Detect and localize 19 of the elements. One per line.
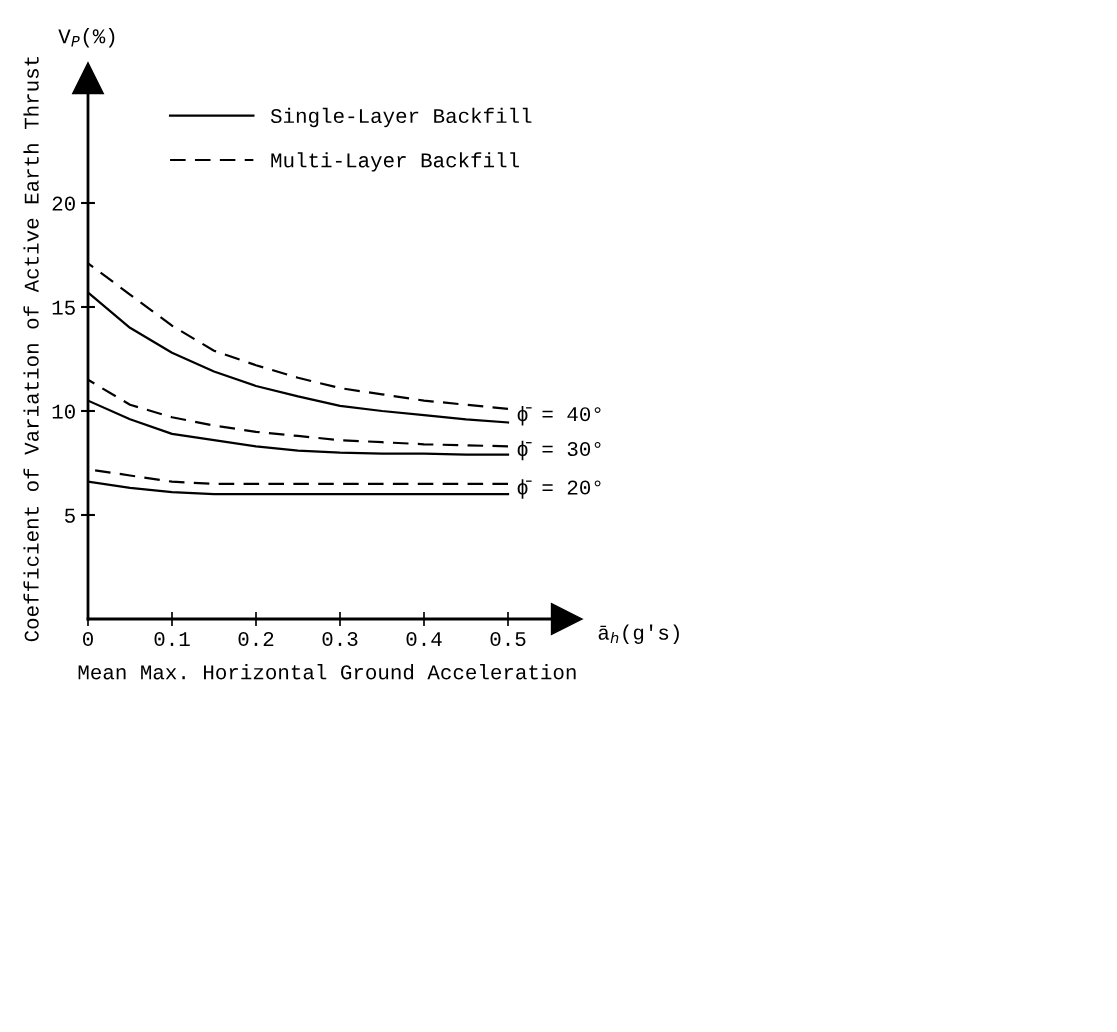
x-tick-label: 0 <box>83 631 93 647</box>
x-tick-label: 0.5 <box>490 631 526 647</box>
x-tick-label: 0.4 <box>406 631 442 647</box>
legend-label: Single-Layer Backfill <box>270 107 532 128</box>
annotation: ϕ̄ = 40° <box>517 405 601 426</box>
y-axis-title: Coefficient of Variation of Active Earth Thrust <box>23 56 39 642</box>
x-axis-title: Mean Max. Horizontal Ground Acceleration <box>78 664 576 680</box>
y-tick-label: 20 <box>52 196 75 211</box>
x-tick-label: 0.3 <box>322 631 358 647</box>
y-tick-label: 5 <box>64 508 75 523</box>
text: ā$_{h}$(g's) <box>598 624 679 644</box>
x-tick-label: 0.1 <box>154 631 190 647</box>
annotation: ϕ̄ = 30° <box>517 440 601 461</box>
legend-label: Multi-Layer Backfill <box>271 152 519 172</box>
y-tick-label: 15 <box>52 300 75 315</box>
x-tick-label: 0.2 <box>238 631 274 647</box>
text: V$_{P}$(%) <box>58 28 115 48</box>
y-tick-label: 10 <box>52 404 75 419</box>
annotation: ϕ̄ = 20° <box>517 479 601 499</box>
